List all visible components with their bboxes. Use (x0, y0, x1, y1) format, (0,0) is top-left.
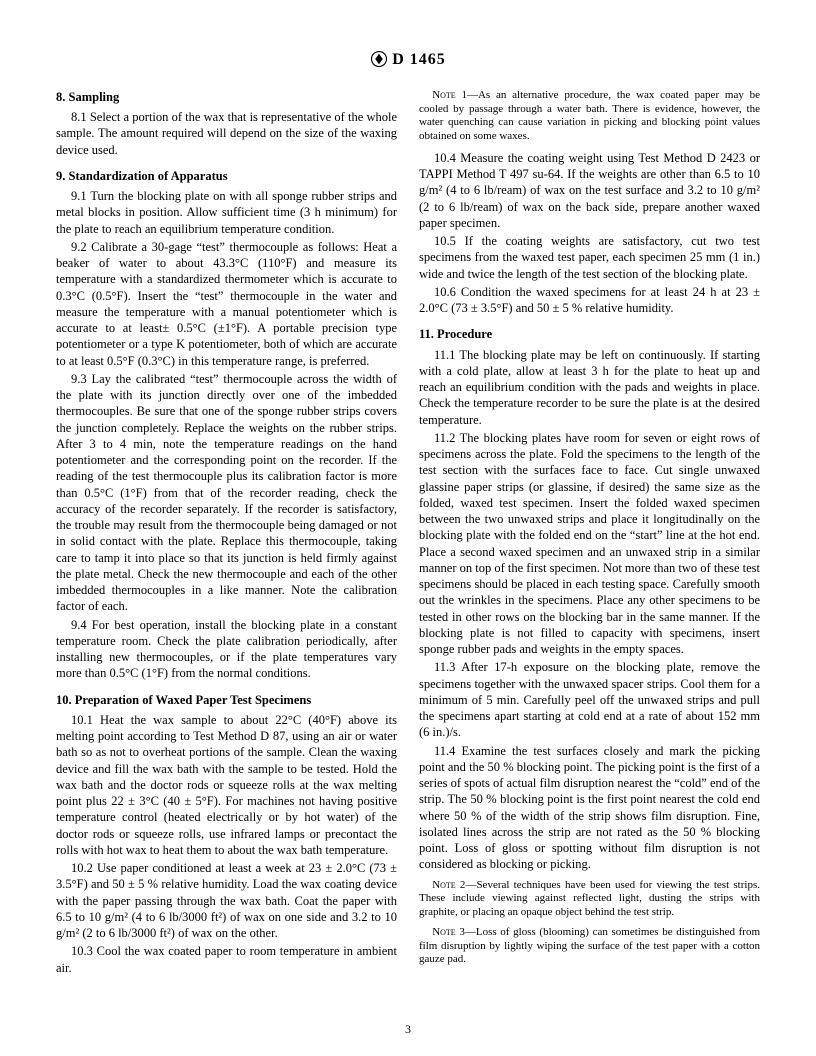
note-label: Note 2 (432, 879, 465, 891)
note-label: Note 3 (432, 926, 465, 938)
body-para: 9.1 Turn the blocking plate on with all … (56, 188, 397, 237)
note: Note 3—Loss of gloss (blooming) can some… (419, 926, 760, 967)
body-columns: 8. Sampling 8.1 Select a portion of the … (56, 89, 760, 1009)
note: Note 2—Several techniques have been used… (419, 879, 760, 920)
body-para: 8.1 Select a portion of the wax that is … (56, 109, 397, 158)
body-para: 10.3 Cool the wax coated paper to room t… (56, 943, 397, 976)
section-head: 8. Sampling (56, 89, 397, 105)
body-para: 9.4 For best operation, install the bloc… (56, 617, 397, 682)
doc-id: D 1465 (392, 51, 446, 68)
body-para: 10.5 If the coating weights are satisfac… (419, 233, 760, 282)
section-head: 9. Standardization of Apparatus (56, 168, 397, 184)
body-para: 11.1 The blocking plate may be left on c… (419, 347, 760, 428)
section-head: 11. Procedure (419, 326, 760, 342)
note-text: —Loss of gloss (blooming) can sometimes … (419, 926, 760, 966)
page-number: 3 (0, 1022, 816, 1038)
body-para: 11.4 Examine the test surfaces closely a… (419, 743, 760, 873)
section-head: 10. Preparation of Waxed Paper Test Spec… (56, 692, 397, 708)
note: Note 1—As an alternative procedure, the … (419, 89, 760, 144)
body-para: 11.3 After 17-h exposure on the blocking… (419, 659, 760, 740)
note-text: —Several techniques have been used for v… (419, 879, 760, 919)
body-para: 9.2 Calibrate a 30-gage “test” thermocou… (56, 239, 397, 369)
body-para: 11.2 The blocking plates have room for s… (419, 430, 760, 658)
body-para: 10.2 Use paper conditioned at least a we… (56, 860, 397, 941)
body-para: 9.3 Lay the calibrated “test” thermocoup… (56, 371, 397, 615)
doc-header: D 1465 (56, 50, 760, 71)
body-para: 10.6 Condition the waxed specimens for a… (419, 284, 760, 317)
astm-logo-icon (370, 50, 388, 68)
body-para: 10.4 Measure the coating weight using Te… (419, 150, 760, 231)
body-para: 10.1 Heat the wax sample to about 22°C (… (56, 712, 397, 858)
note-label: Note 1 (432, 89, 467, 101)
note-text: —As an alternative procedure, the wax co… (419, 89, 760, 142)
